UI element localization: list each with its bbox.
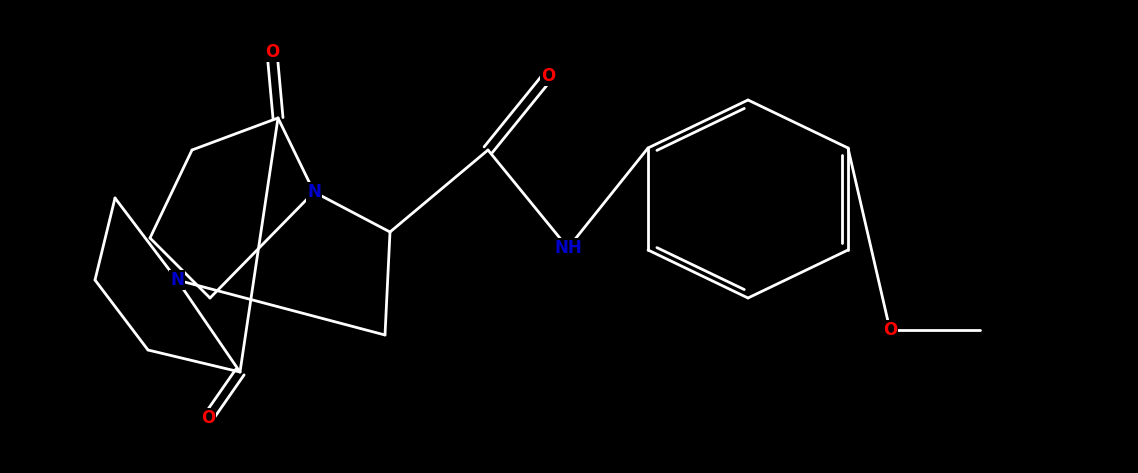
Text: N: N [170, 271, 184, 289]
Text: O: O [201, 409, 215, 427]
Text: N: N [307, 183, 321, 201]
Text: O: O [265, 43, 279, 61]
Text: O: O [541, 67, 555, 85]
Text: NH: NH [554, 239, 582, 257]
Text: O: O [883, 321, 897, 339]
